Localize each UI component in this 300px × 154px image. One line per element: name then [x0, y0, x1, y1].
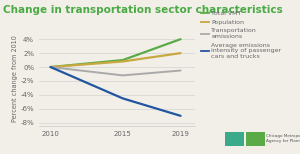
Y-axis label: Percent change from 2010: Percent change from 2010	[12, 35, 18, 122]
FancyBboxPatch shape	[246, 132, 265, 146]
Text: Chicago Metropolitan
Agency for Planning: Chicago Metropolitan Agency for Planning	[266, 134, 300, 143]
Text: Change in transportation sector characteristics: Change in transportation sector characte…	[3, 5, 283, 15]
Legend: Total VMT, Population, Transportation
emissions, Average emissions
intensity of : Total VMT, Population, Transportation em…	[201, 11, 281, 59]
FancyBboxPatch shape	[225, 132, 244, 146]
